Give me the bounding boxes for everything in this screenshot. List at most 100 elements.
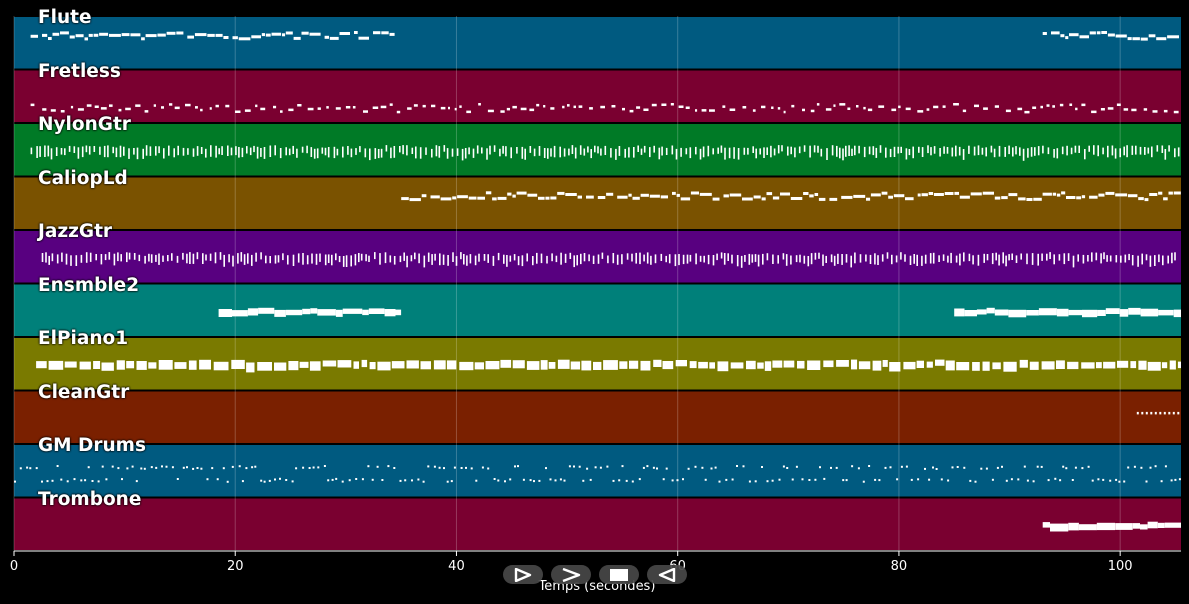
note-mark [367, 465, 370, 468]
note-mark [550, 148, 552, 157]
note-mark [1036, 465, 1039, 468]
note-mark [450, 480, 453, 483]
note-mark [231, 359, 245, 369]
note-mark [456, 148, 459, 156]
note-mark [1147, 147, 1150, 154]
note-mark [168, 145, 170, 156]
note-mark [742, 106, 747, 109]
note-mark [372, 106, 379, 109]
note-mark [218, 309, 232, 317]
note-mark [329, 36, 339, 40]
note-mark [335, 253, 337, 261]
note-mark [68, 145, 71, 152]
note-mark [640, 193, 649, 197]
note-mark [1054, 477, 1057, 480]
note-mark [550, 196, 557, 200]
note-mark [1081, 467, 1084, 470]
note-mark [219, 252, 222, 260]
note-mark [419, 147, 422, 159]
note-mark [863, 106, 866, 110]
track-label: JazzGtr [38, 221, 113, 242]
note-mark [699, 148, 702, 160]
note-mark [751, 254, 754, 263]
note-mark [117, 467, 120, 470]
note-mark [517, 465, 519, 468]
note-mark [714, 466, 717, 469]
note-mark [579, 145, 582, 155]
note-mark [93, 33, 99, 37]
note-mark [848, 145, 850, 156]
note-mark [771, 106, 774, 109]
note-mark [533, 148, 536, 157]
note-mark [618, 479, 621, 482]
note-mark [1026, 253, 1028, 265]
note-mark [113, 253, 116, 266]
note-mark [562, 105, 565, 109]
note-mark [660, 195, 668, 199]
note-mark [1118, 480, 1121, 483]
note-mark [317, 466, 320, 469]
note-mark [680, 197, 691, 201]
note-mark [442, 254, 445, 265]
note-mark [327, 147, 330, 158]
note-mark [84, 37, 88, 41]
note-mark [75, 34, 84, 38]
note-mark [851, 359, 858, 370]
note-mark [766, 147, 768, 155]
note-mark [778, 478, 781, 481]
note-mark [717, 147, 719, 154]
note-mark [64, 148, 66, 156]
note-mark [690, 191, 699, 195]
note-mark [1127, 466, 1130, 469]
note-mark [1091, 479, 1094, 482]
note-mark [263, 480, 266, 483]
note-mark [363, 110, 368, 113]
note-mark [157, 33, 166, 37]
note-mark [1177, 411, 1180, 415]
note-mark [306, 145, 308, 154]
note-mark [387, 465, 390, 468]
note-mark [1070, 147, 1073, 155]
note-mark [1164, 522, 1181, 528]
note-mark [1131, 255, 1134, 266]
note-mark [199, 359, 211, 370]
note-mark [1015, 146, 1017, 155]
x-tick-label: 20 [226, 559, 244, 574]
note-mark [831, 145, 834, 156]
note-mark [662, 361, 674, 370]
note-mark [676, 193, 680, 197]
play-button[interactable] [503, 565, 543, 584]
note-mark [740, 255, 743, 268]
note-mark [872, 146, 875, 156]
note-mark [500, 110, 505, 113]
note-mark [1115, 34, 1127, 38]
note-mark [868, 465, 871, 467]
note-mark [171, 253, 173, 261]
note-mark [228, 254, 230, 263]
note-mark [1029, 361, 1039, 370]
note-mark [1018, 197, 1026, 201]
note-mark [269, 256, 271, 264]
note-mark [612, 479, 615, 482]
note-mark [1078, 524, 1097, 531]
note-mark [182, 466, 185, 469]
note-mark [790, 146, 792, 155]
note-mark [299, 361, 309, 368]
track-notes [30, 31, 1179, 41]
note-mark [144, 255, 146, 264]
note-mark [939, 148, 941, 157]
note-mark [52, 32, 60, 36]
forward-button[interactable] [551, 565, 591, 584]
stop-icon [610, 568, 628, 581]
note-mark [502, 145, 504, 154]
note-mark [380, 148, 383, 158]
note-mark [881, 191, 888, 195]
note-mark [1071, 479, 1074, 481]
stop-button[interactable] [599, 565, 639, 584]
note-mark [977, 145, 980, 156]
note-mark [810, 109, 815, 113]
note-mark [285, 479, 288, 481]
note-mark [573, 465, 575, 468]
note-mark [817, 145, 819, 153]
rewind-button[interactable] [647, 565, 687, 584]
